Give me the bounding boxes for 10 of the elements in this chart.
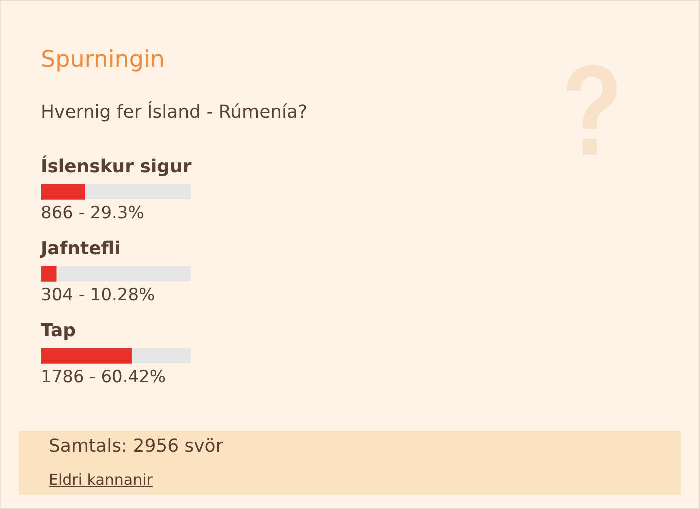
data-label: 304 - 10.28% bbox=[41, 285, 156, 306]
y-tick-label: Jafntefli bbox=[39, 238, 121, 260]
chart-subtitle: Hvernig fer Ísland - Rúmenía? bbox=[41, 102, 308, 123]
text: Samtals: 2956 svör bbox=[49, 436, 224, 457]
chart-title: Spurningin bbox=[41, 47, 165, 73]
data-label: 866 - 29.3% bbox=[41, 203, 144, 224]
data-label: 1786 - 60.42% bbox=[41, 367, 166, 388]
text: Eldri kannanir bbox=[49, 471, 153, 489]
y-tick-label: Tap bbox=[41, 320, 76, 342]
y-tick-label: Íslenskur sigur bbox=[41, 156, 192, 178]
